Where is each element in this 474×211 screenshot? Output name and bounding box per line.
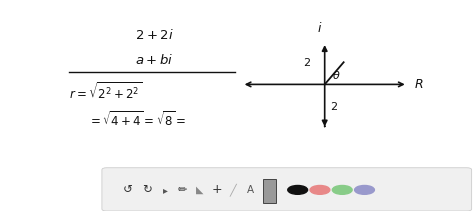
Text: ↺: ↺ xyxy=(123,183,133,196)
Circle shape xyxy=(332,185,352,194)
Text: $2$: $2$ xyxy=(330,100,338,112)
FancyBboxPatch shape xyxy=(102,168,472,211)
Text: $R$: $R$ xyxy=(414,78,423,91)
Circle shape xyxy=(288,185,308,194)
Text: +: + xyxy=(212,183,222,196)
Text: $r = \sqrt{2^2 + 2^2}$: $r = \sqrt{2^2 + 2^2}$ xyxy=(69,81,142,102)
Text: $i$: $i$ xyxy=(317,21,323,35)
Text: $= \sqrt{4+4} = \sqrt{8} =$: $= \sqrt{4+4} = \sqrt{8} =$ xyxy=(88,110,186,128)
Text: $2 + 2i$: $2 + 2i$ xyxy=(135,28,174,42)
Text: ↻: ↻ xyxy=(142,183,152,196)
Text: ╱: ╱ xyxy=(230,184,237,196)
Text: ◣: ◣ xyxy=(196,185,204,195)
Circle shape xyxy=(310,185,330,194)
Text: ✏: ✏ xyxy=(178,185,187,195)
Text: A: A xyxy=(246,185,254,195)
Text: $a + bi$: $a + bi$ xyxy=(135,53,173,67)
Circle shape xyxy=(355,185,374,194)
FancyBboxPatch shape xyxy=(263,179,276,203)
Text: $\theta$: $\theta$ xyxy=(332,69,340,81)
Text: ▸: ▸ xyxy=(163,185,167,195)
Text: $2$: $2$ xyxy=(302,56,310,68)
